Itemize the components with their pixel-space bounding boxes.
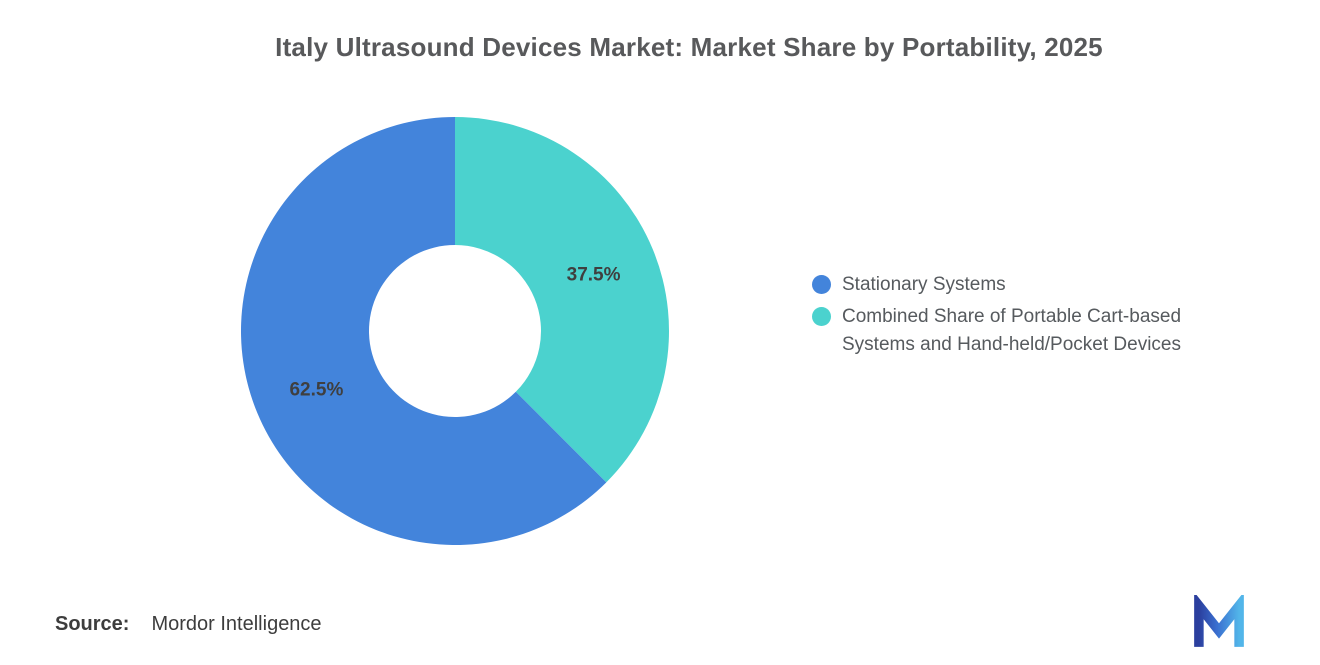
logo-m-shape <box>1194 595 1244 647</box>
source-row: Source: Mordor Intelligence <box>55 613 322 636</box>
chart-legend: Stationary Systems Combined Share of Port… <box>812 271 1242 359</box>
slice-label: 62.5% <box>289 379 343 400</box>
legend-label: Stationary Systems <box>842 274 1006 295</box>
donut-segment <box>240 117 607 546</box>
legend-swatch <box>812 275 831 294</box>
chart-title: Italy Ultrasound Devices Market: Market … <box>275 32 1103 62</box>
source-label: Source: <box>55 613 130 635</box>
source-value: Mordor Intelligence <box>151 613 322 635</box>
slice-label: 37.5% <box>567 265 621 286</box>
legend-item: Combined Share of Portable Cart-based Sy… <box>812 303 1242 359</box>
donut-segment <box>455 117 669 483</box>
legend-item: Stationary Systems <box>812 271 1242 299</box>
mordor-intelligence-logo <box>1194 595 1244 647</box>
legend-label: Combined Share of Portable Cart-based Sy… <box>842 306 1182 355</box>
legend-swatch <box>812 307 831 326</box>
